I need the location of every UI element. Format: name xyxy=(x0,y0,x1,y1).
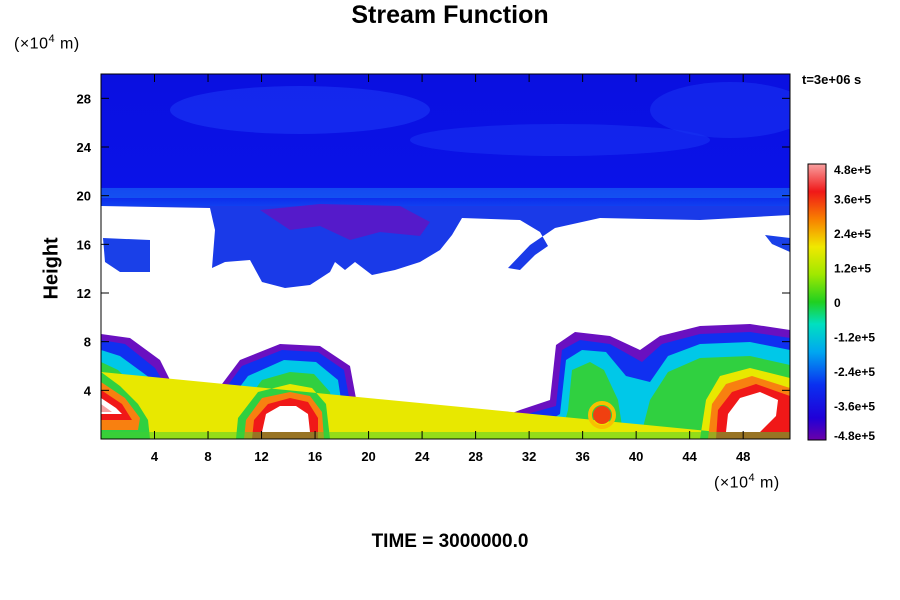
x-unit-suffix: m) xyxy=(755,474,780,492)
upper-blob-1 xyxy=(170,86,430,134)
x-tick-label: 12 xyxy=(254,449,268,464)
y-unit-exponent: 4 xyxy=(48,33,56,45)
bottom-strip xyxy=(101,432,790,439)
colorbar xyxy=(807,163,827,441)
upper-blob-3 xyxy=(650,82,790,138)
lower-small-red-spot xyxy=(593,406,611,424)
y-axis: 4 8 12 16 20 24 28 xyxy=(77,91,790,398)
lower-band-1 xyxy=(101,188,790,198)
x-axis-unit: (×104 m) xyxy=(714,472,780,492)
lower-small-orange-ring xyxy=(588,401,616,429)
colorbar-tick-label: 0 xyxy=(834,296,841,310)
y-tick-label: 16 xyxy=(77,237,91,252)
x-tick-label: 44 xyxy=(682,449,697,464)
x-tick-label: 8 xyxy=(204,449,211,464)
colorbar-tick-label: -4.8e+5 xyxy=(834,429,875,443)
x-tick-label: 4 xyxy=(151,449,159,464)
y-axis-unit: (×104 m) xyxy=(14,33,80,53)
upper-fringe xyxy=(101,206,790,288)
y-tick-label: 20 xyxy=(77,189,91,204)
y-tick-label: 28 xyxy=(77,91,91,106)
y-tick-label: 4 xyxy=(84,383,92,398)
y-tick-label: 8 xyxy=(84,335,91,350)
colorbar-tick-label: -2.4e+5 xyxy=(834,365,875,379)
right-edge-blob xyxy=(765,235,790,252)
lower-pink xyxy=(101,404,112,412)
x-tick-label: 20 xyxy=(361,449,375,464)
x-tick-label: 24 xyxy=(415,449,430,464)
contour-field xyxy=(101,74,790,439)
x-tick-label: 40 xyxy=(629,449,643,464)
colorbar-tick-label: -1.2e+5 xyxy=(834,331,875,345)
x-axis: 4 8 12 16 20 24 28 32 36 40 44 48 xyxy=(151,74,750,464)
x-tick-label: 16 xyxy=(308,449,322,464)
y-tick-label: 24 xyxy=(77,140,92,155)
colorbar-tick-label: 3.6e+5 xyxy=(834,193,871,207)
upper-blob-2 xyxy=(410,124,710,156)
x-tick-label: 32 xyxy=(522,449,536,464)
time-label: t=3e+06 s xyxy=(802,72,862,87)
footer-time: TIME = 3000000.0 xyxy=(371,531,529,552)
colorbar-ticks: 4.8e+5 3.6e+5 2.4e+5 1.2e+5 0 -1.2e+5 -2.4e+5 -… xyxy=(834,163,875,443)
lower-white-1 xyxy=(101,392,778,432)
left-blob xyxy=(103,238,150,272)
y-tick-label: 12 xyxy=(77,286,91,301)
y-axis-label: Height xyxy=(40,237,63,300)
colorbar-tick-label: 4.8e+5 xyxy=(834,163,871,177)
colorbar-tick-label: 2.4e+5 xyxy=(834,227,871,241)
x-unit-prefix: (×10 xyxy=(714,474,749,492)
y-unit-suffix: m) xyxy=(55,35,80,53)
x-unit-exponent: 4 xyxy=(748,472,756,484)
chart-title: Stream Function xyxy=(351,1,549,29)
x-tick-label: 28 xyxy=(468,449,482,464)
colorbar-tick-label: -3.6e+5 xyxy=(834,400,875,414)
x-tick-label: 48 xyxy=(736,449,750,464)
y-unit-prefix: (×10 xyxy=(14,35,49,53)
upper-fringe-purple xyxy=(260,204,430,240)
colorbar-tick-label: 1.2e+5 xyxy=(834,262,871,276)
x-tick-label: 36 xyxy=(575,449,589,464)
plot-frame xyxy=(100,73,791,440)
